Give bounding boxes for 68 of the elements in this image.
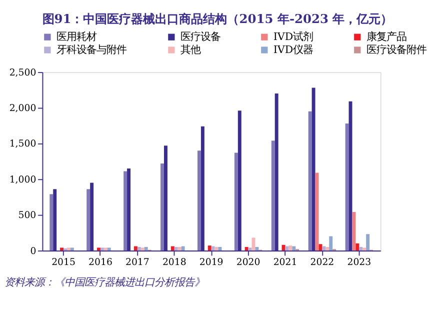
bar (292, 246, 296, 251)
bar (104, 248, 108, 251)
bar (124, 171, 128, 251)
y-tick-label: 1,500 (9, 138, 36, 150)
text: 资料来源：《中国医疗器械进出口分析报告》 (4, 276, 205, 288)
bar (211, 246, 215, 251)
bar (178, 246, 182, 251)
x-tick-label: 2019 (199, 257, 224, 268)
bar (66, 248, 70, 251)
bar (362, 248, 366, 251)
legend-label: 其他 (180, 44, 200, 56)
bar (181, 246, 185, 251)
bar (318, 244, 322, 251)
bar (86, 189, 90, 251)
y-tick-label: 1,000 (9, 174, 36, 186)
bar (137, 246, 141, 251)
bar (285, 246, 289, 251)
legend-label: IVD试剂 (273, 30, 314, 43)
bar (107, 248, 111, 251)
legend-label: 医疗设备 (180, 30, 220, 43)
bar (329, 236, 333, 251)
legend-label: 医疗设备附件 (366, 44, 426, 56)
x-tick-label: 2021 (273, 257, 298, 268)
bar (271, 140, 275, 251)
legend-label: 牙科设备与附件 (56, 44, 126, 56)
y-tick-label: 2,500 (9, 67, 36, 78)
bar (345, 123, 349, 251)
bar (288, 246, 292, 251)
bar (60, 248, 64, 251)
bar (197, 150, 201, 251)
bar (50, 194, 54, 251)
bar (208, 246, 212, 251)
y-tick-label: 2,000 (9, 103, 36, 114)
y-tick-label: 0 (30, 246, 36, 257)
x-tick-label: 2016 (88, 257, 112, 268)
bar (144, 246, 148, 251)
bar (234, 152, 238, 251)
chart-title: 图91：中国医疗器械出口商品结构（2015 年-2023 年，亿元） (42, 12, 393, 26)
y-tick-label: 500 (18, 210, 36, 222)
x-tick-label: 2017 (125, 257, 150, 268)
bar (174, 246, 178, 251)
bar (356, 243, 360, 251)
bar (134, 246, 138, 251)
bar (255, 246, 259, 251)
x-tick-label: 2023 (347, 257, 372, 268)
legend-label: 康复产品 (366, 30, 406, 43)
legend-label: IVD仪器 (273, 44, 314, 56)
bar (326, 246, 330, 251)
bar (359, 246, 363, 251)
bar (366, 234, 370, 251)
bar (64, 248, 67, 251)
bar (70, 248, 74, 251)
bar (352, 212, 356, 251)
x-tick-label: 2018 (162, 257, 186, 268)
bar (308, 111, 312, 251)
bar (244, 246, 248, 251)
bar (214, 246, 218, 251)
bar (248, 248, 252, 251)
bar (170, 246, 174, 251)
x-tick-label: 2020 (236, 257, 260, 268)
bar (100, 248, 104, 251)
bar (322, 246, 326, 251)
bar (160, 163, 164, 251)
bar (140, 248, 144, 251)
x-tick-label: 2015 (52, 257, 76, 268)
bar (97, 248, 100, 251)
legend-label: 医用耗材 (56, 30, 96, 43)
x-tick-label: 2022 (310, 257, 334, 268)
